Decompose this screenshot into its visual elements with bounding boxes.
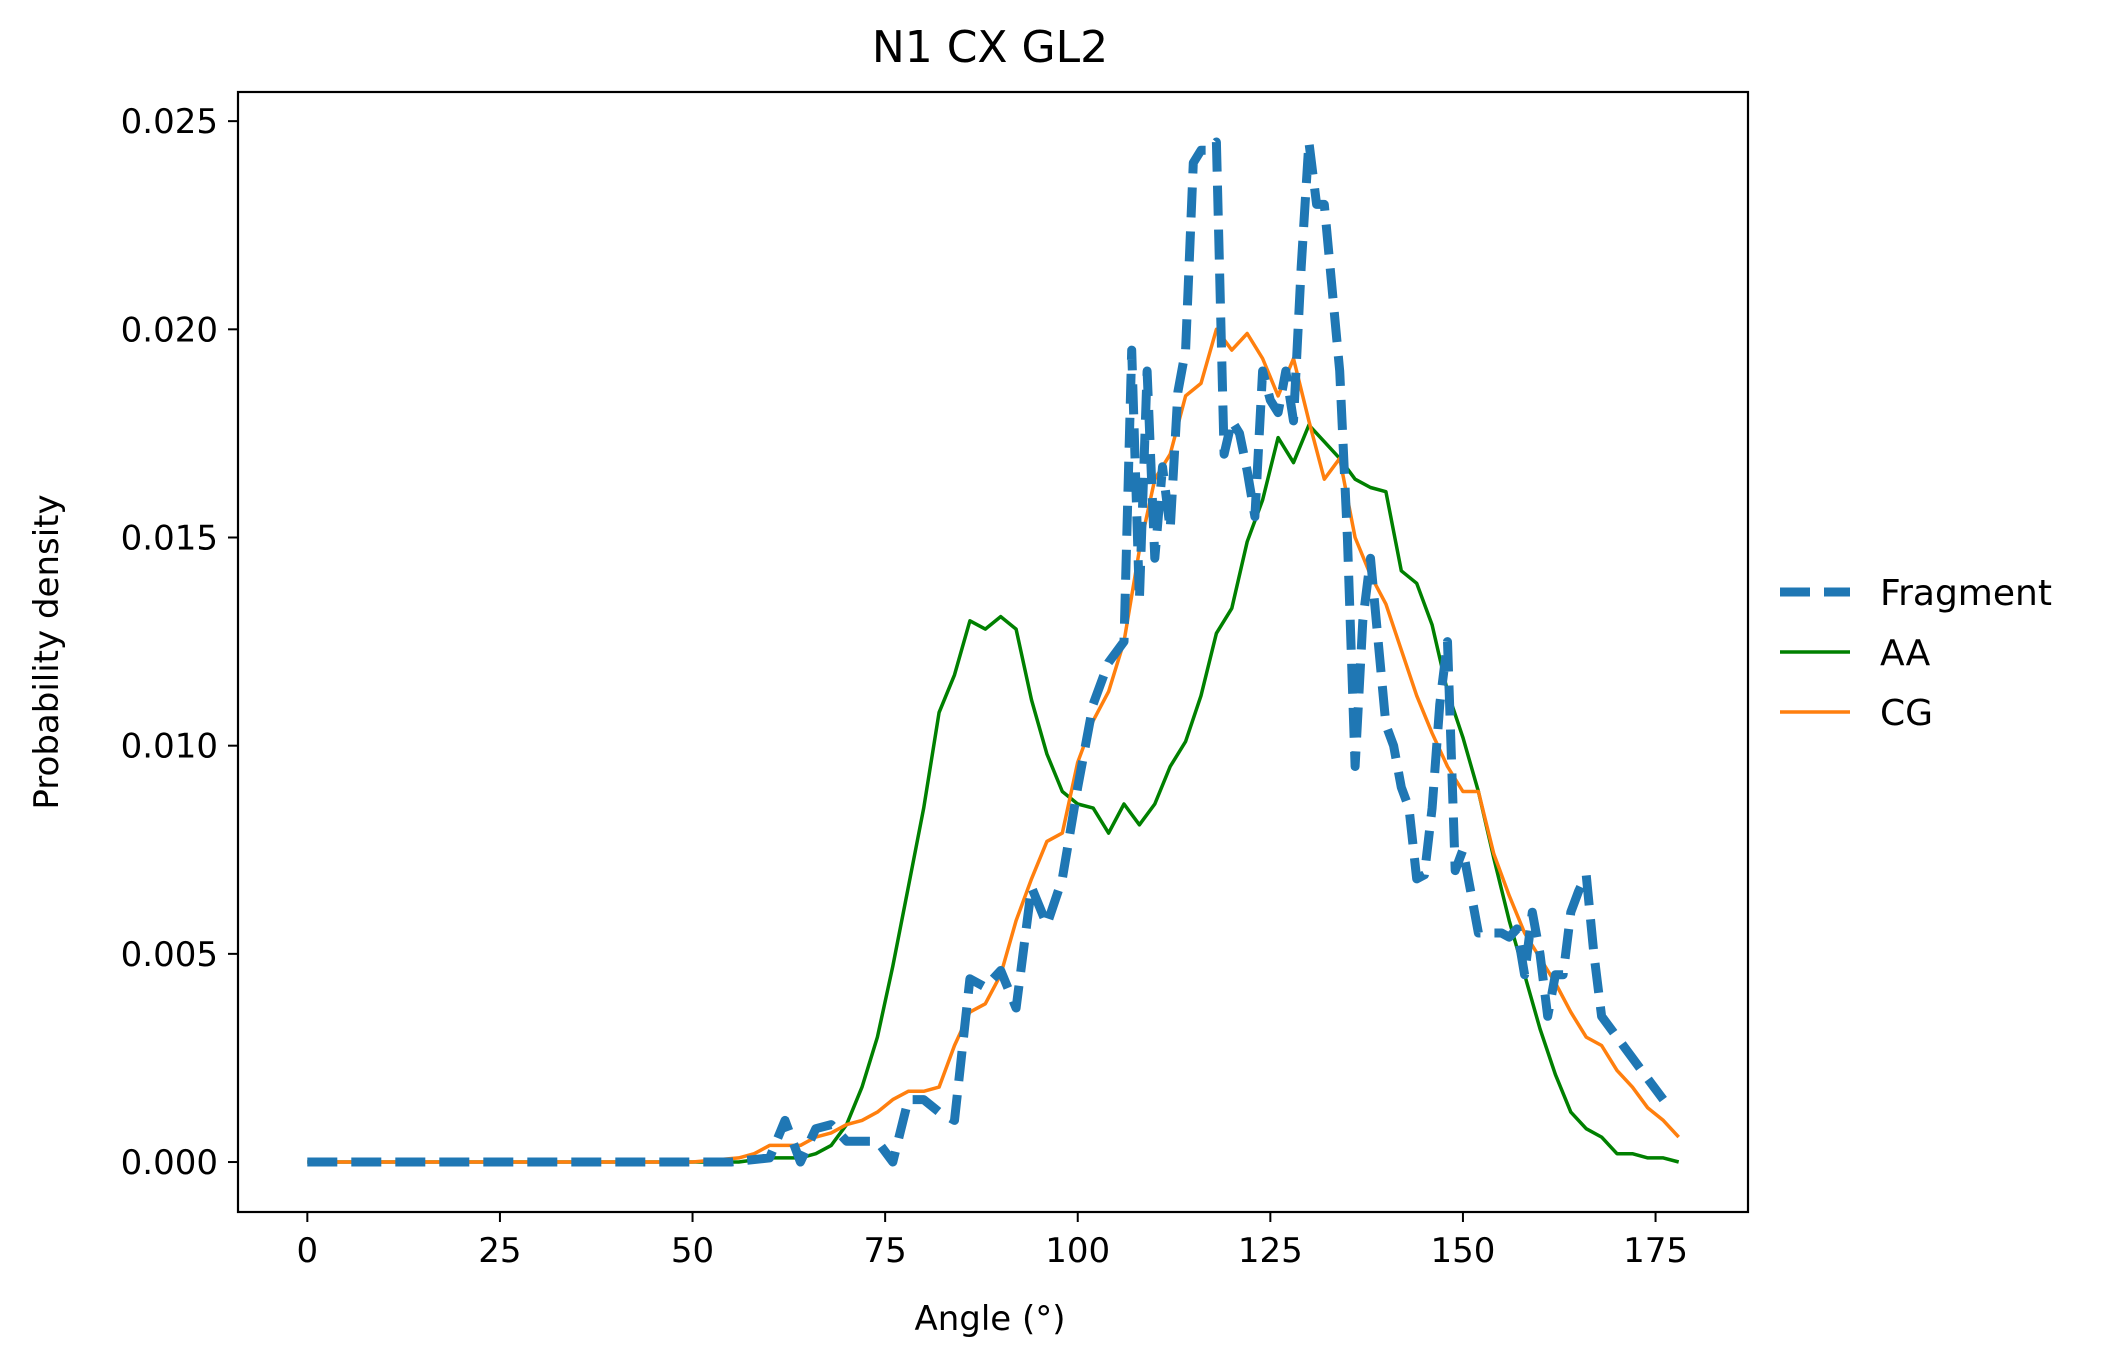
x-tick-label: 0 [297, 1231, 319, 1271]
axes-frame [236, 90, 1750, 1214]
legend-label-cg: CG [1880, 693, 1933, 734]
x-tick-label: 175 [1623, 1231, 1688, 1271]
plot-area [307, 137, 1680, 1167]
x-axis: 0 25 50 75 100 125 150 175 [297, 1212, 1688, 1271]
series-line-fragment [307, 137, 1667, 1167]
legend-label-fragment: Fragment [1880, 573, 2052, 614]
x-tick-label: 75 [864, 1231, 907, 1271]
legend: Fragment AA CG [1780, 573, 2052, 734]
y-tick-label: 0.025 [121, 102, 218, 142]
y-tick-label: 0.010 [121, 727, 218, 767]
x-tick-label: 25 [478, 1231, 521, 1271]
chart-title: N1 CX GL2 [872, 22, 1108, 73]
x-tick-label: 100 [1045, 1231, 1110, 1271]
x-tick-label: 50 [671, 1231, 714, 1271]
y-tick-label: 0.000 [121, 1143, 218, 1183]
legend-label-aa: AA [1880, 633, 1931, 674]
y-tick-label: 0.005 [121, 935, 218, 975]
y-axis: 0.000 0.005 0.010 0.015 0.020 0.025 [121, 102, 238, 1183]
x-axis-label: Angle (°) [914, 1299, 1065, 1339]
x-tick-label: 125 [1238, 1231, 1303, 1271]
x-tick-label: 150 [1430, 1231, 1495, 1271]
y-tick-label: 0.020 [121, 310, 218, 350]
y-tick-label: 0.015 [121, 519, 218, 559]
y-axis-label: Probability density [27, 494, 67, 809]
